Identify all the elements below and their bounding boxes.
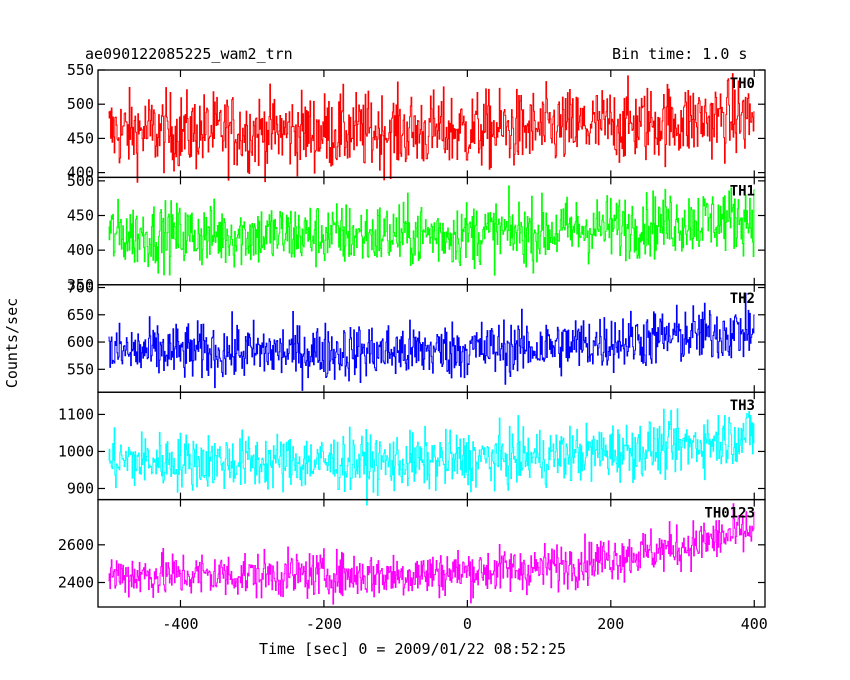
- x-axis-label: Time [sec] 0 = 2009/01/22 08:52:25: [259, 640, 567, 658]
- series-line-th3: [108, 408, 755, 506]
- y-tick-label: 700: [67, 279, 94, 297]
- series-line-th0: [108, 73, 755, 183]
- y-tick-label: 2600: [58, 536, 94, 554]
- x-tick-label: -200: [306, 615, 342, 633]
- y-tick-label: 500: [67, 172, 94, 190]
- y-tick-label: 400: [67, 241, 94, 259]
- x-tick-label: -400: [162, 615, 198, 633]
- y-tick-label: 500: [67, 95, 94, 113]
- y-tick-label: 600: [67, 333, 94, 351]
- series-group-th1: [108, 185, 755, 276]
- y-tick-label: 2400: [58, 574, 94, 592]
- series-group-th2: [108, 292, 755, 391]
- series-line-th0123: [108, 503, 755, 605]
- panel-label: TH2: [730, 291, 755, 307]
- panel-label: TH1: [730, 183, 755, 199]
- panel-label: TH0123: [704, 506, 755, 522]
- x-tick-label: 400: [741, 615, 768, 633]
- bin-time-label: Bin time: 1.0 s: [612, 45, 748, 63]
- panel-frame: [97, 498, 766, 608]
- y-tick-label: 1000: [58, 442, 94, 460]
- y-axis-label: Counts/sec: [3, 297, 22, 389]
- y-tick-label: 900: [67, 479, 94, 497]
- y-tick-label: 400: [67, 164, 94, 182]
- y-tick-label: 650: [67, 306, 94, 324]
- y-tick-label: 450: [67, 207, 94, 225]
- series-group-th0: [108, 73, 755, 183]
- series-group-th0123: [108, 503, 755, 605]
- panel-label: TH3: [730, 398, 755, 414]
- series-group-th3: [108, 408, 755, 506]
- y-tick-label: 1100: [58, 405, 94, 423]
- x-tick-label: 0: [463, 615, 472, 633]
- y-tick-label: 550: [67, 61, 94, 79]
- y-tick-label: 450: [67, 129, 94, 147]
- y-tick-label: 350: [67, 276, 94, 294]
- chart-title: ae090122085225_wam2_trn: [85, 45, 293, 63]
- series-line-th1: [108, 185, 755, 276]
- x-tick-label: 200: [597, 615, 624, 633]
- panel-label: TH0: [730, 76, 755, 92]
- y-tick-label: 550: [67, 360, 94, 378]
- series-line-th2: [108, 292, 755, 391]
